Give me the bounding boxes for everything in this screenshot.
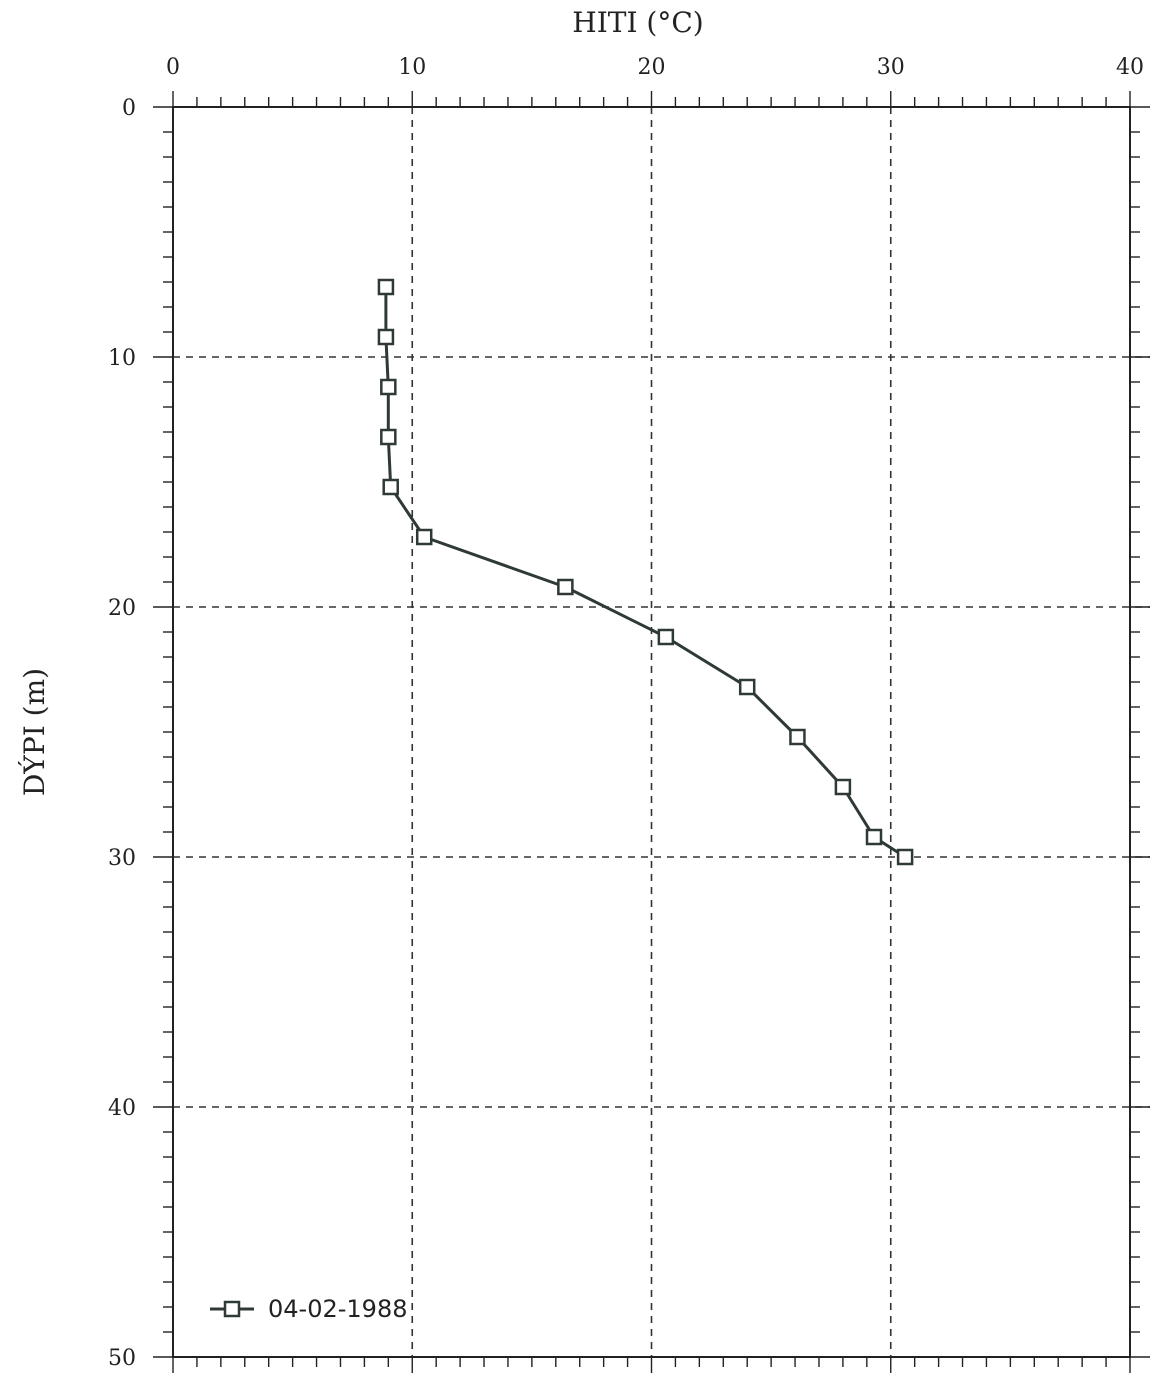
x-tick-label: 40 — [1116, 55, 1144, 80]
data-point — [738, 678, 756, 696]
x-tick-label: 20 — [638, 55, 666, 80]
plot-frame — [172, 106, 1131, 1358]
data-point — [377, 328, 395, 346]
x-tick-label: 30 — [877, 55, 905, 80]
legend-label: 04-02-1988 — [268, 1295, 407, 1323]
data-point — [415, 528, 433, 546]
y-tick-label: 10 — [108, 346, 136, 371]
grid-lines — [173, 107, 1150, 1357]
legend-marker — [223, 1300, 241, 1318]
data-point — [657, 628, 675, 646]
tick-labels: 0 10 20 30 40 0 10 20 30 40 50 — [108, 55, 1144, 1371]
axis-ticks — [153, 91, 1150, 1373]
data-point — [865, 828, 883, 846]
x-tick-label: 0 — [166, 55, 180, 80]
y-tick-label: 20 — [108, 596, 136, 621]
series-line — [384, 287, 906, 859]
x-tick-label: 10 — [398, 55, 426, 80]
data-point — [380, 378, 397, 396]
data-point — [896, 848, 914, 866]
y-tick-label: 50 — [108, 1346, 136, 1371]
data-point — [382, 478, 399, 496]
data-point — [834, 778, 852, 796]
y-tick-label: 0 — [122, 96, 136, 121]
y-tick-label: 40 — [108, 1096, 136, 1121]
data-point — [789, 728, 806, 746]
data-point — [377, 278, 395, 296]
series-layer — [377, 278, 914, 866]
y-axis-title: DÝPI (m) — [18, 668, 51, 796]
data-point — [380, 428, 397, 446]
y-tick-label: 30 — [108, 846, 136, 871]
data-point — [557, 578, 574, 596]
legend: 04-02-1988 — [210, 1295, 407, 1323]
x-axis-title: HITI (°C) — [572, 6, 703, 39]
